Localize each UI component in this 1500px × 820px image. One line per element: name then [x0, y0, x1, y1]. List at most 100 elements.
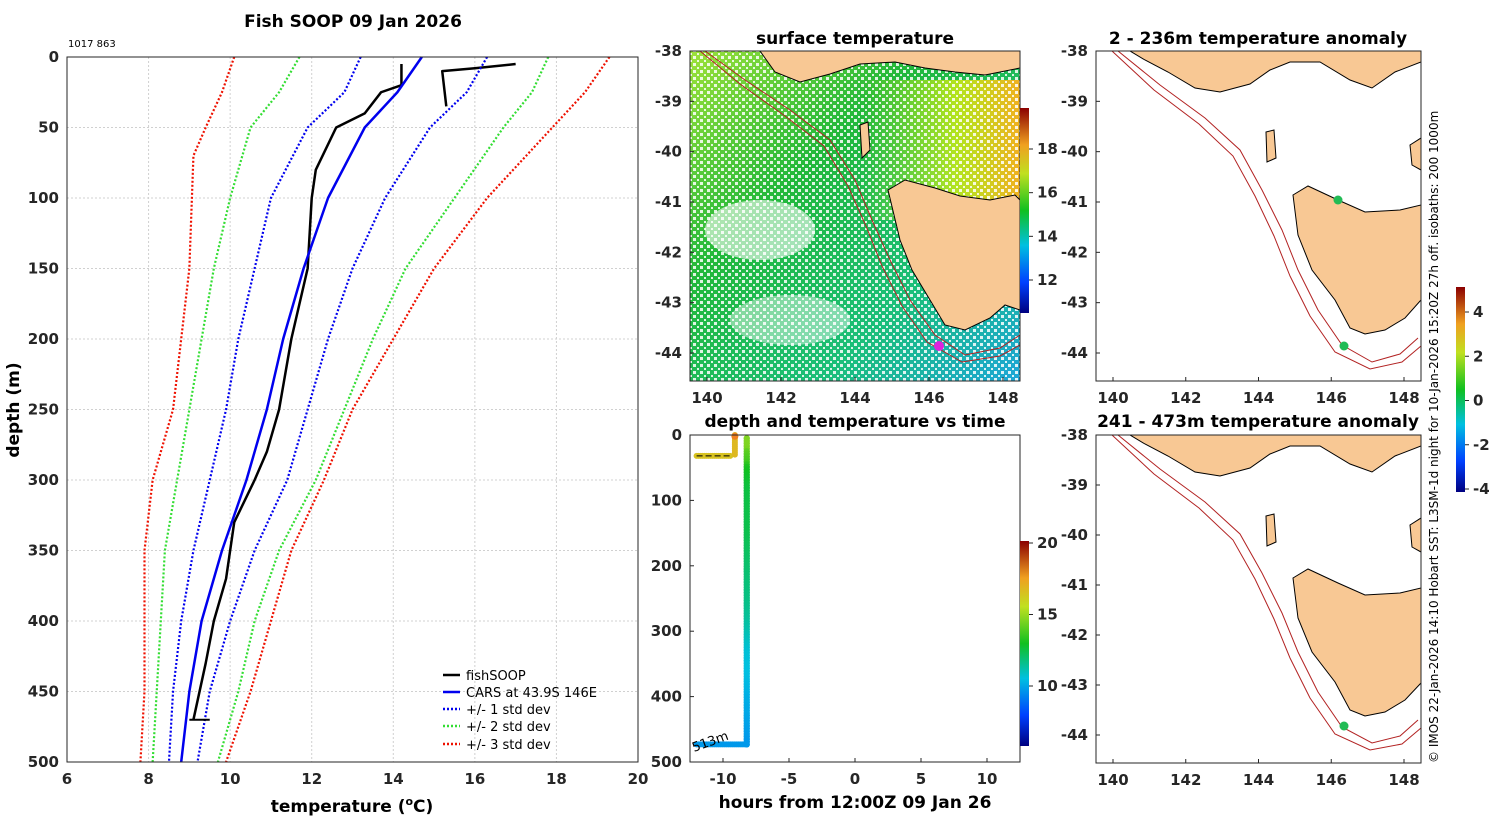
time-max-depth-label: 513m [690, 729, 730, 756]
anom-colorbar-ticks: 4 2 0 -2 -4 [1465, 303, 1490, 498]
map-xtick-label: 140 [1097, 389, 1128, 407]
profile-xtick-label: 16 [464, 770, 485, 788]
time-axes-box [689, 434, 1021, 763]
map-xtick-label: 148 [1388, 389, 1419, 407]
profile-xtick-label: 12 [301, 770, 322, 788]
profile-xtick-label: 8 [143, 770, 153, 788]
sst-map-panel: surface temperature 140 142 144 146 148 -38 -3… [655, 29, 1058, 407]
time-colorbar [1020, 541, 1029, 746]
anomaly-upper-panel: 2 - 236m temperature anomaly 140 142 144 14… [1061, 29, 1422, 407]
map-xtick-label: 144 [1243, 389, 1274, 407]
anom-lower-title: 241 - 473m temperature anomaly [1097, 412, 1419, 432]
anom-lower-isobath-1000 [1111, 435, 1421, 751]
legend-label-obs: fishSOOP [466, 669, 526, 684]
map-ytick-label: -40 [1061, 143, 1088, 161]
time-xtick-label: -5 [781, 770, 798, 788]
profile-ytick-label: 50 [38, 119, 59, 137]
map-ytick-label: -43 [1061, 294, 1088, 312]
sst-isobath-1000 [699, 51, 1020, 363]
profile-ytick-label: 100 [28, 189, 59, 207]
legend-label-std1: +/- 1 std dev [466, 703, 551, 718]
anom-upper-tasmania [1292, 185, 1421, 335]
colorbar-tick-label: 20 [1037, 534, 1058, 552]
series--2-std-dev-lower [151, 56, 301, 763]
series-cars-at-43-9s-146e [179, 56, 423, 763]
sst-isobath-200 [704, 51, 1020, 356]
time-xtick-label: 10 [977, 770, 998, 788]
sst-king-island [859, 121, 871, 160]
map-ytick-label: -38 [1061, 42, 1088, 60]
profile-xtick-label: 14 [383, 770, 404, 788]
sst-cloud-patch [705, 200, 815, 260]
colorbar-tick-label: 2 [1473, 347, 1483, 365]
colorbar-tick-label: 4 [1473, 303, 1483, 321]
map-ytick-label: -42 [655, 243, 682, 261]
map-xtick-label: 140 [691, 389, 722, 407]
time-xtick-label: 5 [916, 770, 926, 788]
map-xtick-label: 144 [839, 389, 870, 407]
anom-lower-map [1111, 435, 1421, 751]
colorbar-tick-label: 10 [1037, 677, 1058, 695]
anom-lower-tasmania [1292, 568, 1421, 717]
colorbar-tick-label: -4 [1473, 480, 1490, 498]
map-ytick-label: -40 [655, 143, 682, 161]
time-xtick-label: 0 [850, 770, 860, 788]
series--3-std-dev-upper [225, 56, 611, 763]
anom-lower-marker [1339, 721, 1349, 731]
sst-cloud-patch-2 [730, 295, 850, 345]
sst-colorbar-ticks: 18 16 14 12 [1029, 140, 1058, 289]
map-xtick-label: 146 [1316, 771, 1347, 789]
series--2-std-dev-upper [216, 56, 550, 763]
map-ytick-label: -43 [655, 294, 682, 312]
sst-ticks: 140 142 144 146 148 -38 -39 -40 -41 -42 -43 -44 [655, 42, 1019, 407]
anom-upper-isobath-200 [1117, 51, 1419, 363]
profile-ytick-label: 500 [28, 753, 59, 771]
profile-ytick-label: 250 [28, 401, 59, 419]
map-ytick-label: -38 [1061, 426, 1088, 444]
time-ytick-label: 100 [651, 491, 682, 509]
profile-ytick-label: 200 [28, 330, 59, 348]
map-xtick-label: 142 [1170, 771, 1201, 789]
anom-lower-flinders-island [1409, 517, 1421, 553]
time-start-point [731, 432, 739, 440]
profile-legend: fishSOOP CARS at 43.9S 146E +/- 1 std de… [443, 669, 597, 753]
map-xtick-label: 142 [1170, 389, 1201, 407]
profile-y-ticks: 0 50 100 150 200 250 300 350 400 450 500 [28, 48, 59, 771]
time-colorbar-ticks: 20 15 10 [1029, 534, 1058, 695]
map-ytick-label: -42 [1061, 626, 1088, 644]
colorbar-tick-label: 0 [1473, 392, 1483, 410]
profile-xtick-label: 20 [628, 770, 649, 788]
profile-axes-box [66, 56, 639, 763]
profile-ytick-label: 400 [28, 612, 59, 630]
anom-lower-king-island [1265, 513, 1277, 547]
colorbar-tick-label: -2 [1473, 436, 1490, 454]
sst-tasmania [887, 179, 1020, 331]
profile-ytick-label: 150 [28, 260, 59, 278]
profile-ytick-label: 350 [28, 542, 59, 560]
time-title: depth and temperature vs time [705, 412, 1006, 432]
anom-lower-ticks: 140 142 144 146 148 -38 -39 -40 -41 -42 -43 -44 [1061, 426, 1420, 789]
time-surface-point [727, 452, 734, 459]
colorbar-tick-label: 12 [1037, 271, 1058, 289]
map-xtick-label: 148 [987, 389, 1018, 407]
time-ytick-label: 400 [651, 688, 682, 706]
legend-label-std3: +/- 3 std dev [466, 738, 551, 753]
anom-upper-marker-north [1333, 195, 1343, 205]
map-ytick-label: -39 [1061, 476, 1088, 494]
anom-lower-mainland [1129, 435, 1421, 477]
colorbar-tick-label: 16 [1037, 184, 1058, 202]
credit-text: © IMOS 22-Jan-2026 14:10 Hobart SST: L3S… [1427, 111, 1441, 763]
map-ytick-label: -39 [1061, 92, 1088, 110]
profile-xlabel: temperature (oC) [271, 795, 434, 817]
colorbar-tick-label: 15 [1037, 606, 1058, 624]
map-ytick-label: -41 [655, 193, 682, 211]
sst-mainland [759, 51, 1020, 83]
map-ytick-label: -44 [1061, 344, 1088, 362]
time-marks [693, 432, 750, 748]
anom-upper-isobath-1000 [1111, 51, 1421, 370]
profile-xtick-label: 10 [220, 770, 241, 788]
profile-x-ticks: 6 8 10 12 14 16 18 20 [62, 770, 649, 788]
time-bottom-point [743, 741, 750, 748]
map-xtick-label: 146 [913, 389, 944, 407]
